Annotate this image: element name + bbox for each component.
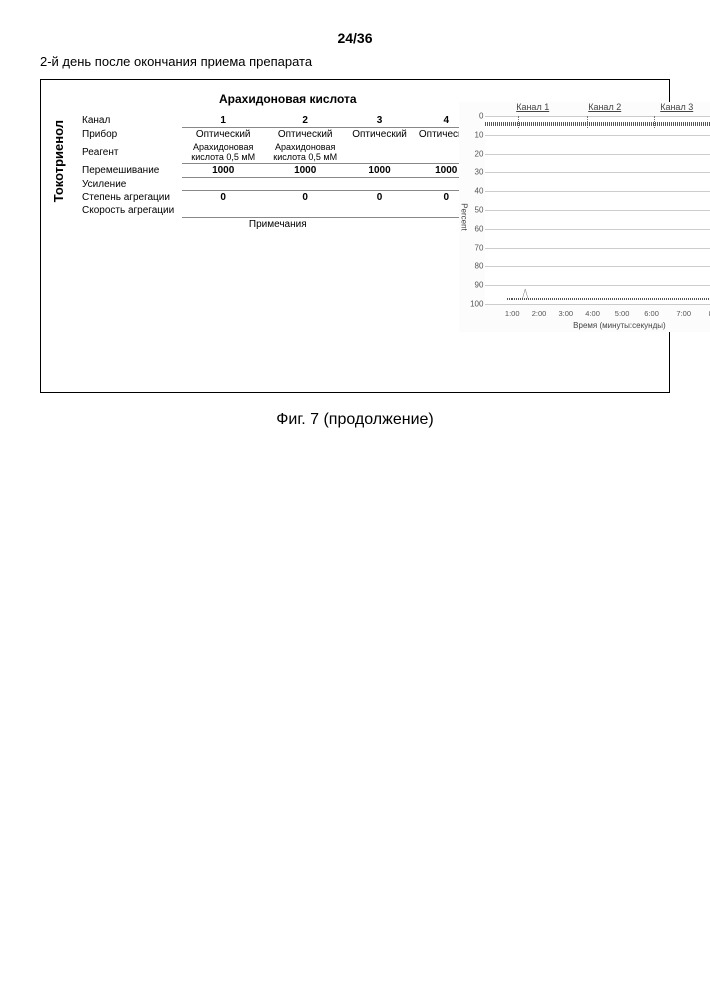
y-tick-left: 40	[463, 187, 483, 196]
chart-area: Канал 1Канал 2Канал 3Канал 4 Percent Вре…	[459, 102, 710, 332]
row-label: Канал	[76, 114, 182, 128]
channel-label: Канал 1	[516, 102, 549, 112]
x-axis-title: Время (минуты:секунды)	[573, 321, 666, 330]
notes-label: Примечания	[76, 217, 480, 231]
day-label: 2-й день после окончания приема препарат…	[40, 54, 670, 69]
cell	[264, 204, 346, 217]
channel-label: Канал 3	[660, 102, 693, 112]
cell: 1000	[264, 164, 346, 178]
x-tick: 3:00	[559, 309, 574, 318]
table-row: Перемешивание 1000 1000 1000 1000	[76, 164, 480, 178]
x-tick: 6:00	[644, 309, 659, 318]
cell: Арахидоновая кислота 0,5 мМ	[182, 141, 264, 164]
cell: 0	[264, 191, 346, 205]
cell: 1000	[346, 164, 413, 178]
cell	[346, 178, 413, 191]
cell: Оптический	[182, 128, 264, 142]
row-label: Реагент	[76, 141, 182, 164]
y-tick-left: 60	[463, 224, 483, 233]
cell: 1000	[182, 164, 264, 178]
data-table-area: Арахидоновая кислота Канал 1 2 3 4 Прибо…	[76, 92, 480, 231]
figure-caption: Фиг. 7 (продолжение)	[40, 411, 670, 429]
cell: 0	[346, 191, 413, 205]
cell	[346, 204, 413, 217]
cell	[182, 204, 264, 217]
table-row: Канал 1 2 3 4	[76, 114, 480, 128]
cell: 0	[182, 191, 264, 205]
figure-suffix: (продолжение)	[319, 411, 434, 428]
x-tick: 4:00	[585, 309, 600, 318]
cell	[264, 178, 346, 191]
col-header: 2	[264, 114, 346, 128]
x-tick: 7:00	[676, 309, 691, 318]
row-label: Скорость агрегации	[76, 204, 182, 217]
table-row: Прибор Оптический Оптический Оптический …	[76, 128, 480, 142]
table-row: Усиление	[76, 178, 480, 191]
x-tick: 1:00	[505, 309, 520, 318]
x-tick: 2:00	[532, 309, 547, 318]
y-tick-left: 70	[463, 243, 483, 252]
row-label: Перемешивание	[76, 164, 182, 178]
y-tick-left: 80	[463, 262, 483, 271]
cell: Оптический	[346, 128, 413, 142]
cell: Оптический	[264, 128, 346, 142]
data-table: Канал 1 2 3 4 Прибор Оптический Оптическ…	[76, 114, 480, 231]
y-tick-left: 20	[463, 149, 483, 158]
vertical-label: Токотриенол	[51, 120, 66, 202]
table-row: Реагент Арахидоновая кислота 0,5 мМ Арах…	[76, 141, 480, 164]
table-row: Степень агрегации 0 0 0 0	[76, 191, 480, 205]
bump-trace	[485, 116, 710, 304]
cell	[182, 178, 264, 191]
channel-label: Канал 2	[588, 102, 621, 112]
col-header: 3	[346, 114, 413, 128]
table-row: Примечания	[76, 217, 480, 231]
x-tick: 5:00	[615, 309, 630, 318]
cell	[346, 141, 413, 164]
y-tick-left: 0	[463, 112, 483, 121]
figure-number: Фиг. 7	[276, 411, 319, 428]
row-label: Усиление	[76, 178, 182, 191]
chart-frame: Канал 1Канал 2Канал 3Канал 4 Percent Вре…	[459, 102, 710, 332]
plot	[485, 116, 710, 304]
trace-bottom-stub	[507, 298, 512, 300]
y-tick-left: 50	[463, 206, 483, 215]
table-row: Скорость агрегации	[76, 204, 480, 217]
table-title: Арахидоновая кислота	[96, 92, 480, 106]
y-tick-left: 30	[463, 168, 483, 177]
main-panel: Токотриенол Арахидоновая кислота Канал 1…	[40, 79, 670, 393]
col-header: 1	[182, 114, 264, 128]
cell: Арахидоновая кислота 0,5 мМ	[264, 141, 346, 164]
row-label: Степень агрегации	[76, 191, 182, 205]
y-tick-left: 100	[463, 300, 483, 309]
gridline	[485, 304, 710, 305]
y-tick-left: 10	[463, 130, 483, 139]
page-number: 24/36	[40, 30, 670, 46]
y-tick-left: 90	[463, 281, 483, 290]
row-label: Прибор	[76, 128, 182, 142]
